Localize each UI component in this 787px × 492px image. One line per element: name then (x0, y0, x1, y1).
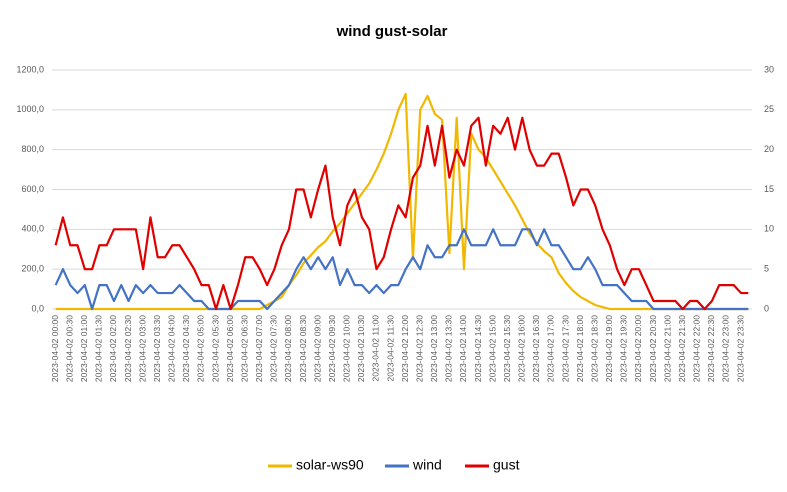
series-line (54, 116, 749, 311)
x-tick-label: 2023-04-02 10:30 (356, 315, 366, 382)
y2-tick-label: 15 (764, 184, 774, 194)
x-tick-label: 2023-04-02 08:30 (298, 315, 308, 382)
x-tick-label: 2023-04-02 05:30 (210, 315, 220, 382)
x-tick-label: 2023-04-02 11:30 (385, 315, 395, 382)
x-tick-label: 2023-04-02 16:00 (517, 315, 527, 382)
x-tick-label: 2023-04-02 07:00 (254, 315, 264, 382)
x-tick-label: 2023-04-02 06:00 (225, 315, 235, 382)
x-tick-label: 2023-04-02 12:00 (400, 315, 410, 382)
y2-tick-label: 30 (764, 64, 774, 74)
x-tick-label: 2023-04-02 00:30 (64, 315, 74, 382)
x-tick-label: 2023-04-02 22:00 (692, 315, 702, 382)
x-tick-label: 2023-04-02 09:30 (327, 315, 337, 382)
x-tick-label: 2023-04-02 11:00 (371, 315, 381, 382)
x-tick-label: 2023-04-02 15:00 (487, 315, 497, 382)
x-tick-label: 2023-04-02 12:30 (414, 315, 424, 382)
x-tick-label: 2023-04-02 00:00 (50, 315, 60, 382)
x-tick-label: 2023-04-02 21:30 (677, 315, 687, 382)
legend-label: wind (412, 457, 442, 473)
x-tick-label: 2023-04-02 02:30 (123, 315, 133, 382)
y2-tick-label: 0 (764, 303, 769, 313)
y-tick-label: 1200,0 (16, 64, 44, 74)
x-tick-label: 2023-04-02 18:30 (589, 315, 599, 382)
x-tick-label: 2023-04-02 04:00 (167, 315, 177, 382)
x-tick-label: 2023-04-02 09:00 (312, 315, 322, 382)
series-line (55, 92, 749, 311)
y-tick-label: 600,0 (21, 184, 44, 194)
x-tick-label: 2023-04-02 20:00 (633, 315, 643, 382)
y-tick-label: 800,0 (21, 144, 44, 154)
x-tick-label: 2023-04-02 01:30 (94, 315, 104, 382)
x-tick-label: 2023-04-02 01:00 (79, 315, 89, 382)
x-tick-label: 2023-04-02 20:30 (648, 315, 658, 382)
x-tick-label: 2023-04-02 02:00 (108, 315, 118, 382)
x-tick-label: 2023-04-02 14:00 (458, 315, 468, 382)
y2-tick-label: 5 (764, 264, 769, 274)
x-tick-label: 2023-04-02 16:30 (531, 315, 541, 382)
x-tick-label: 2023-04-02 13:30 (444, 315, 454, 382)
y2-tick-label: 20 (764, 144, 774, 154)
series-line (54, 228, 749, 311)
x-tick-label: 2023-04-02 05:00 (196, 315, 206, 382)
chart-title: wind gust-solar (336, 23, 448, 40)
y2-tick-label: 10 (764, 224, 774, 234)
x-tick-label: 2023-04-02 03:30 (152, 315, 162, 382)
x-tick-label: 2023-04-02 10:00 (342, 315, 352, 382)
x-tick-label: 2023-04-02 21:00 (662, 315, 672, 382)
x-tick-label: 2023-04-02 23:30 (735, 315, 745, 382)
y-tick-label: 1000,0 (16, 104, 44, 114)
x-tick-label: 2023-04-02 08:00 (283, 315, 293, 382)
x-tick-label: 2023-04-02 13:00 (429, 315, 439, 382)
x-tick-label: 2023-04-02 06:30 (239, 315, 249, 382)
y2-tick-label: 25 (764, 104, 774, 114)
x-tick-label: 2023-04-02 04:30 (181, 315, 191, 382)
x-tick-label: 2023-04-02 19:00 (604, 315, 614, 382)
legend-label: solar-ws90 (296, 457, 364, 473)
x-tick-label: 2023-04-02 07:30 (269, 315, 279, 382)
y-tick-label: 400,0 (21, 224, 44, 234)
x-tick-label: 2023-04-02 18:00 (575, 315, 585, 382)
x-tick-label: 2023-04-02 19:30 (619, 315, 629, 382)
legend-label: gust (493, 457, 520, 473)
x-tick-label: 2023-04-02 14:30 (473, 315, 483, 382)
x-tick-label: 2023-04-02 17:00 (546, 315, 556, 382)
x-tick-label: 2023-04-02 03:00 (137, 315, 147, 382)
x-tick-label: 2023-04-02 22:30 (706, 315, 716, 382)
x-tick-label: 2023-04-02 15:30 (502, 315, 512, 382)
y-tick-label: 0,0 (31, 303, 44, 313)
x-tick-label: 2023-04-02 23:00 (721, 315, 731, 382)
x-tick-label: 2023-04-02 17:30 (560, 315, 570, 382)
y-tick-label: 200,0 (21, 264, 44, 274)
